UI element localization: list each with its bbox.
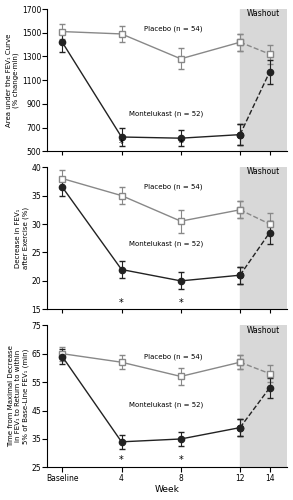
Y-axis label: Area under the FEV₁ Curve
(% change·min): Area under the FEV₁ Curve (% change·min) — [6, 34, 19, 127]
Text: Montelukast (n = 52): Montelukast (n = 52) — [129, 240, 203, 247]
Text: *: * — [119, 139, 124, 149]
Bar — [240, 9, 287, 151]
Text: Montelukast (n = 52): Montelukast (n = 52) — [129, 402, 203, 408]
Text: *: * — [119, 454, 124, 464]
Bar — [240, 326, 287, 468]
Text: Placebo (n = 54): Placebo (n = 54) — [144, 354, 202, 360]
Text: Montelukast (n = 52): Montelukast (n = 52) — [129, 110, 203, 116]
Bar — [240, 167, 287, 310]
Text: Placebo (n = 54): Placebo (n = 54) — [144, 184, 202, 190]
Y-axis label: Decrease in FEV₁
after Exercise (%): Decrease in FEV₁ after Exercise (%) — [15, 207, 29, 270]
Y-axis label: Time from Maximal Decrease
in FEV₁ to Return to within
5% of Base-Line FEV₁ (min: Time from Maximal Decrease in FEV₁ to Re… — [8, 346, 29, 448]
Text: *: * — [178, 298, 183, 308]
Text: Washout: Washout — [247, 326, 280, 334]
Text: Washout: Washout — [247, 168, 280, 176]
Text: *: * — [178, 139, 183, 149]
Text: Washout: Washout — [247, 10, 280, 18]
Text: *: * — [178, 454, 183, 464]
Text: Placebo (n = 54): Placebo (n = 54) — [144, 26, 202, 32]
X-axis label: Week: Week — [155, 486, 180, 494]
Text: *: * — [119, 298, 124, 308]
